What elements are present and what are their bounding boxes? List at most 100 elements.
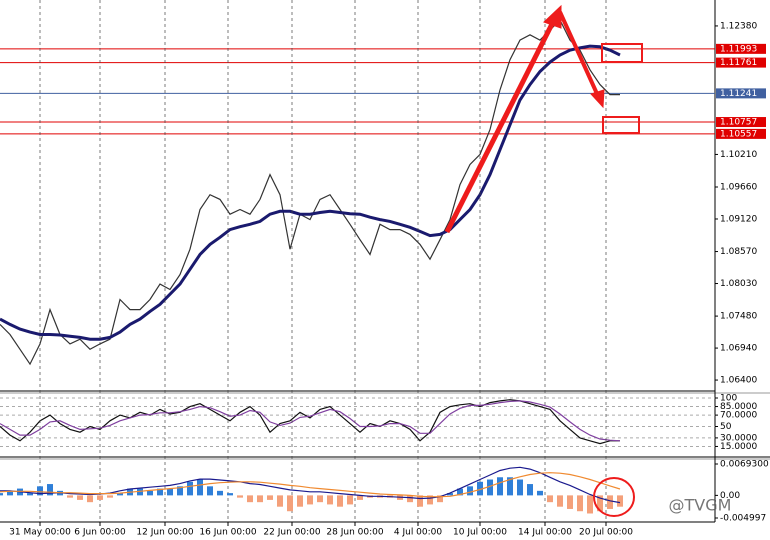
histogram-bar <box>7 490 13 496</box>
y-tick-label: 0.00 <box>720 491 740 501</box>
histogram-bar <box>137 488 143 496</box>
level-label: 1.11241 <box>720 89 757 99</box>
y-tick-label: 1.10210 <box>720 150 757 160</box>
histogram-bar <box>157 488 163 496</box>
histogram-bar <box>267 495 273 500</box>
x-tick-label: 22 Jun 00:00 <box>263 528 320 538</box>
level-label-box <box>716 128 766 139</box>
histogram-bar <box>97 495 103 500</box>
histogram-bar <box>287 495 293 512</box>
x-tick-label: 16 Jun 00:00 <box>199 528 256 538</box>
x-tick-label: 14 Jul 00:00 <box>518 528 572 538</box>
y-tick-label: 1.12380 <box>720 21 757 31</box>
histogram-bar <box>457 488 463 496</box>
histogram-bar <box>257 495 263 503</box>
level-label: 1.11993 <box>720 44 757 54</box>
y-tick-label: 50 <box>720 422 732 432</box>
circle <box>593 477 635 517</box>
histogram-bar <box>547 495 553 503</box>
histogram-bar <box>317 495 323 503</box>
watermark: @TVGM <box>669 496 732 515</box>
histogram-bar <box>557 495 563 507</box>
level-label: 1.10757 <box>720 118 757 128</box>
level-label-box <box>716 88 766 99</box>
y-tick-label: 1.08030 <box>720 279 757 289</box>
histogram-bar <box>27 493 33 496</box>
histogram-bar <box>327 495 333 505</box>
arrowhead <box>590 89 605 109</box>
histogram-bar <box>227 493 233 496</box>
histogram-bar <box>347 495 353 505</box>
y-tick-label: 1.06400 <box>720 376 757 386</box>
histogram-bar <box>307 495 313 505</box>
y-tick-label: 30.0000 <box>720 433 757 443</box>
level-label: 1.10557 <box>720 129 757 139</box>
arrow <box>558 11 600 97</box>
histogram-bar <box>597 495 603 512</box>
box <box>601 43 643 63</box>
histogram-bar <box>527 484 533 496</box>
histogram-bar <box>37 486 43 496</box>
y-tick-label: 70.0000 <box>720 411 757 421</box>
level-label-box <box>716 57 766 68</box>
series-line <box>0 400 621 442</box>
y-tick-label: 100 <box>720 394 737 404</box>
annotations <box>444 4 643 517</box>
histogram-bar <box>217 490 223 496</box>
x-tick-label: 4 Jul 00:00 <box>394 528 443 538</box>
histogram-bar <box>0 493 3 496</box>
histogram-bar <box>537 490 543 496</box>
x-tick-label: 31 May 00:00 <box>9 528 71 538</box>
histogram-bar <box>107 495 113 498</box>
histogram-bar <box>167 488 173 496</box>
histogram-bar <box>447 493 453 496</box>
arrow <box>444 20 556 234</box>
histogram-bar <box>487 479 493 496</box>
x-tick-label: 6 Jun 00:00 <box>74 528 126 538</box>
level-label-box <box>716 43 766 54</box>
histogram-bar <box>427 495 433 505</box>
histogram-bar <box>277 495 283 507</box>
histogram-bar <box>237 495 243 498</box>
histogram-bar <box>337 495 343 507</box>
histogram-bar <box>567 495 573 509</box>
histogram-bar <box>467 486 473 496</box>
y-tick-label: 1.09120 <box>720 214 757 224</box>
histogram-bar <box>407 495 413 503</box>
y-tick-label: 85.0000 <box>720 402 757 412</box>
histogram-bar <box>67 495 73 498</box>
y-tick-label: 1.09660 <box>720 183 757 193</box>
x-tick-label: 12 Jun 00:00 <box>136 528 193 538</box>
y-tick-label: 1.07480 <box>720 312 757 322</box>
histogram-bar <box>247 495 253 503</box>
level-label: 1.11761 <box>720 58 757 68</box>
histogram-bar <box>147 490 153 496</box>
y-tick-label: 15.0000 <box>720 442 757 452</box>
histogram-bar <box>207 486 213 496</box>
histogram-bar <box>197 479 203 496</box>
histogram-bar <box>587 495 593 514</box>
histogram-bar <box>577 495 583 512</box>
y-tick-label: -0.004997 <box>720 514 766 524</box>
histogram-bar <box>607 495 613 509</box>
histogram-bar <box>477 481 483 496</box>
histogram-bar <box>507 477 513 496</box>
level-label-box <box>716 117 766 128</box>
histogram-bar <box>617 495 623 507</box>
series-line <box>0 44 621 341</box>
series-line <box>0 18 620 366</box>
histogram-bar <box>77 495 83 500</box>
series-line <box>0 472 621 498</box>
histogram-bar <box>187 481 193 496</box>
histogram-bar <box>47 484 53 496</box>
histogram-bar <box>357 495 363 500</box>
histogram-bar <box>517 479 523 496</box>
x-tick-label: 28 Jun 00:00 <box>326 528 383 538</box>
histogram-bar <box>117 493 123 496</box>
histogram-bar <box>177 486 183 496</box>
box <box>602 116 640 134</box>
x-tick-label: 20 Jul 00:00 <box>579 528 633 538</box>
